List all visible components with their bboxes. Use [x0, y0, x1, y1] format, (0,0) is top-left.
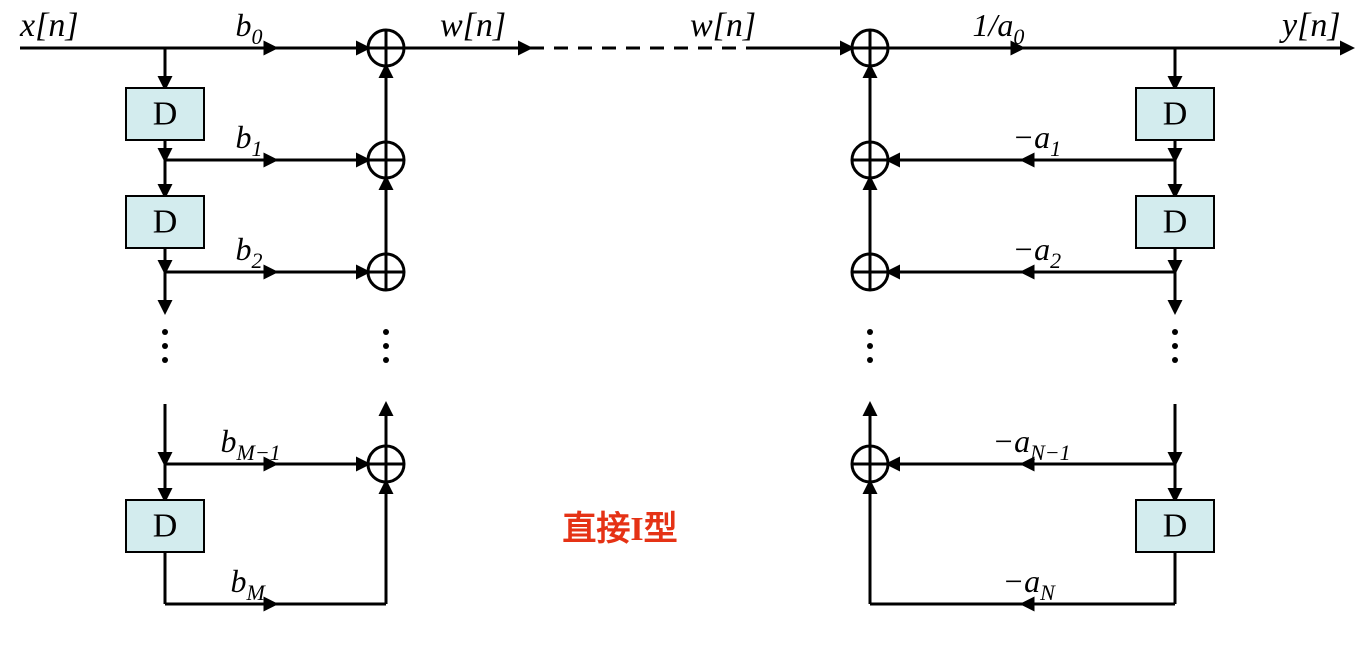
- delay-right-2: D: [1136, 196, 1214, 248]
- input-signal-label: x[n]: [19, 7, 79, 44]
- coef-a1: −a1: [1013, 119, 1062, 161]
- delay-left-2: D: [126, 196, 204, 248]
- coef-b1: b1: [236, 119, 263, 161]
- vdots-right-add: [867, 329, 873, 363]
- delay-left-1: D: [126, 88, 204, 140]
- coef-b0: b0: [236, 7, 263, 49]
- adder-right-1: [852, 142, 888, 178]
- coef-an1: −aN−1: [993, 423, 1071, 465]
- adder-right-2: [852, 254, 888, 290]
- adder-left-2: [368, 254, 404, 290]
- adder-left-0: [368, 30, 404, 66]
- coef-bm1: bM−1: [221, 423, 281, 465]
- coef-an: −aN: [1003, 563, 1057, 605]
- adder-left-1: [368, 142, 404, 178]
- vdots-left-add: [383, 329, 389, 363]
- adder-left-3: [368, 446, 404, 482]
- delay-right-1: D: [1136, 88, 1214, 140]
- output-signal-label: y[n]: [1279, 7, 1341, 44]
- coef-a2: −a2: [1013, 231, 1062, 273]
- coef-1a0: 1/a0: [973, 7, 1025, 49]
- delay-label: D: [1163, 204, 1188, 241]
- delay-label: D: [153, 204, 178, 241]
- coef-bm: bM: [231, 563, 267, 605]
- adder-right-0: [852, 30, 888, 66]
- delay-right-N: D: [1136, 500, 1214, 552]
- delay-label: D: [1163, 96, 1188, 133]
- mid-left-label: w[n]: [440, 7, 506, 44]
- delay-label: D: [1163, 508, 1188, 545]
- delay-left-M: D: [126, 500, 204, 552]
- delay-label: D: [153, 508, 178, 545]
- coef-b2: b2: [236, 231, 263, 273]
- mid-right-label: w[n]: [690, 7, 756, 44]
- adder-right-3: [852, 446, 888, 482]
- vdots-left-tap: [162, 329, 168, 363]
- vdots-right-tap: [1172, 329, 1178, 363]
- diagram-title: 直接I型: [562, 510, 677, 548]
- delay-label: D: [153, 96, 178, 133]
